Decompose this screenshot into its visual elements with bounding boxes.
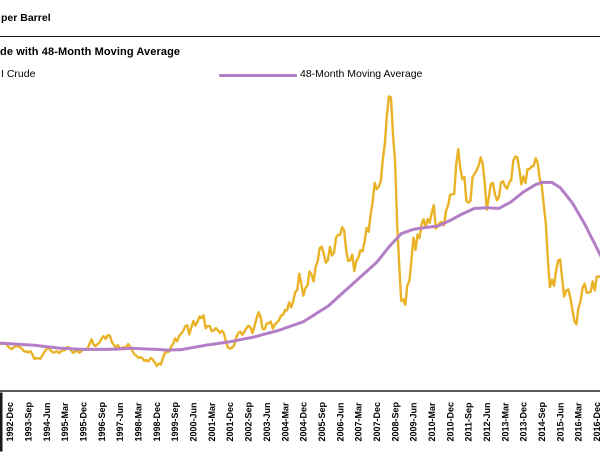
x-axis-tick-label: 2004-Dec [299, 402, 309, 442]
x-axis-tick-label: 2000-Jun [189, 402, 199, 441]
x-axis-tick-label: 2016-Dec [592, 402, 600, 442]
x-axis-tick-label: 1995-Dec [79, 402, 89, 442]
legend-label-crude: I Crude [1, 68, 36, 80]
x-axis-tick-label: 2010-Mar [427, 402, 437, 442]
crude-price-line [0, 95, 600, 368]
x-axis-tick-label: 2016-Mar [574, 402, 584, 442]
x-axis-tick-label: 1998-Dec [152, 402, 162, 442]
x-axis-tick-label: 1994-Jun [42, 402, 52, 441]
x-axis-tick-label: 2011-Sep [464, 402, 474, 442]
x-axis-tick-label: 2012-Jun [482, 402, 492, 441]
x-axis-tick-label: 2013-Mar [500, 402, 510, 442]
x-axis-tick-label: 2009-Jun [409, 402, 419, 441]
x-axis-tick-label: 2007-Mar [354, 402, 364, 442]
x-axis-tick-label: 2014-Sep [537, 401, 547, 441]
x-axis-tick-label: 1999-Sep [170, 401, 180, 441]
x-axis-tick-label: 2001-Mar [207, 402, 217, 442]
x-axis-tick-label: 1995-Mar [60, 402, 70, 442]
x-axis-tick-label: 1992-Dec [5, 402, 15, 442]
x-axis-tick-label: 2008-Sep [390, 401, 400, 441]
x-axis-tick-label: 1997-Jun [115, 402, 125, 441]
x-axis-tick-label: 2002-Sep [244, 401, 254, 441]
legend: I Crude 48-Month Moving Average [0, 68, 600, 82]
x-axis-tick-label: 1996-Sep [97, 401, 107, 441]
x-axis-tick-label: 2001-Dec [225, 402, 235, 442]
x-axis-tick-label: 2004-Mar [280, 402, 290, 442]
x-axis-tick-label: 2015-Jun [555, 402, 565, 441]
legend-line-swatch-moving-average [219, 73, 297, 77]
legend-label-moving-average: 48-Month Moving Average [300, 68, 423, 80]
x-axis-tick-label: 1998-Mar [134, 402, 144, 442]
x-axis-tick-label: 2010-Dec [445, 402, 455, 442]
x-axis-tick-label: 2003-Jun [262, 402, 272, 441]
x-axis-tick-label: 2006-Jun [335, 402, 345, 441]
header-divider-line [0, 36, 600, 38]
cropped-axis-fragment [0, 392, 3, 452]
chart-title: de with 48-Month Moving Average [0, 46, 181, 58]
x-axis-tick-label: 2005-Sep [317, 401, 327, 441]
y-axis-unit-label: per Barrel [1, 12, 51, 24]
x-axis-tick-label: 1993-Sep [24, 401, 34, 441]
moving-average-line [0, 180, 600, 352]
x-axis-tick-label: 2007-Dec [372, 402, 382, 442]
x-axis-tick-label: 2013-Dec [519, 402, 529, 442]
